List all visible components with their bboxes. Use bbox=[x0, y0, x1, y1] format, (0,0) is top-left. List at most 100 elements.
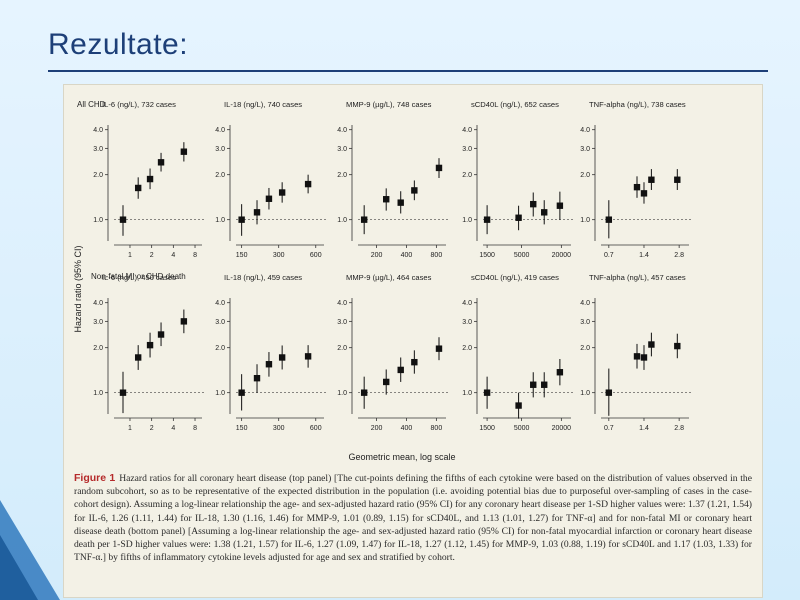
x-tick-label: 1 bbox=[128, 252, 132, 259]
y-tick-label: 3.0 bbox=[215, 146, 225, 153]
x-tick-label: 20000 bbox=[552, 425, 572, 432]
panel-title: sCD40L (ng/L), 652 cases bbox=[471, 100, 559, 109]
caption-label: Figure 1 bbox=[74, 472, 116, 484]
figure-panel: All CHD Non-fatal MI or CHD death Hazard… bbox=[63, 84, 763, 598]
y-tick-label: 2.0 bbox=[580, 172, 590, 179]
corner-decoration bbox=[0, 500, 60, 600]
x-tick-label: 4 bbox=[171, 425, 175, 432]
hr-point bbox=[633, 183, 641, 191]
panel-title: IL-18 (ng/L), 740 cases bbox=[224, 100, 302, 109]
hr-point bbox=[541, 209, 548, 216]
y-tick-label: 2.0 bbox=[580, 345, 590, 352]
hr-point bbox=[605, 216, 613, 223]
hr-point bbox=[146, 341, 154, 349]
hr-point bbox=[515, 402, 522, 409]
figure-caption: Figure 1 Hazard ratios for all coronary h… bbox=[74, 472, 752, 564]
caption-text: Hazard ratios for all coronary heart dis… bbox=[74, 473, 752, 564]
panel-title: TNF-alpha (ng/L), 738 cases bbox=[589, 100, 686, 109]
y-tick-label: 3.0 bbox=[215, 319, 225, 326]
x-tick-label: 1500 bbox=[479, 425, 495, 432]
hr-point bbox=[278, 189, 286, 196]
y-tick-label: 2.0 bbox=[462, 345, 472, 352]
y-tick-label: 1.0 bbox=[93, 217, 103, 224]
x-tick-label: 1.4 bbox=[639, 252, 649, 259]
y-tick-label: 4.0 bbox=[337, 300, 347, 307]
x-tick-label: 0.7 bbox=[604, 425, 614, 432]
hr-point bbox=[435, 164, 443, 172]
y-tick-label: 1.0 bbox=[215, 390, 225, 397]
x-tick-label: 2 bbox=[150, 425, 154, 432]
hr-point bbox=[146, 175, 154, 183]
y-tick-label: 1.0 bbox=[337, 390, 347, 397]
hr-point bbox=[648, 341, 655, 348]
row-label-all-chd: All CHD bbox=[77, 100, 106, 109]
hr-point bbox=[265, 195, 273, 202]
x-tick-label: 2.8 bbox=[674, 425, 684, 432]
hr-point bbox=[134, 354, 142, 361]
hr-point bbox=[515, 214, 522, 221]
panel-title: sCD40L (ng/L), 419 cases bbox=[471, 273, 559, 282]
hr-point bbox=[435, 345, 443, 352]
hr-point bbox=[360, 216, 368, 223]
panel-title: IL-18 (ng/L), 459 cases bbox=[224, 273, 302, 282]
y-tick-label: 1.0 bbox=[215, 217, 225, 224]
y-tick-label: 4.0 bbox=[462, 127, 472, 134]
hr-point bbox=[180, 318, 188, 325]
x-tick-label: 20000 bbox=[552, 252, 572, 259]
panel-0-0: IL-6 (ng/L), 732 cases 1.0 2.0 3.0 4.0 1 2 4 8 bbox=[93, 100, 206, 259]
x-tick-label: 5000 bbox=[514, 252, 530, 259]
hr-point bbox=[157, 331, 165, 338]
y-tick-label: 3.0 bbox=[462, 146, 472, 153]
hr-point bbox=[180, 148, 188, 155]
x-tick-label: 5000 bbox=[514, 425, 530, 432]
panel-0-3: sCD40L (ng/L), 652 cases 1.0 2.0 3.0 4.0 1500… bbox=[462, 100, 575, 259]
y-tick-label: 2.0 bbox=[215, 172, 225, 179]
panel-title: MMP-9 (µg/L), 748 cases bbox=[346, 100, 432, 109]
x-tick-label: 200 bbox=[371, 252, 383, 259]
x-tick-label: 800 bbox=[431, 425, 443, 432]
hr-point bbox=[411, 187, 418, 194]
hr-point bbox=[134, 184, 142, 192]
hazard-ratio-figure: All CHD Non-fatal MI or CHD death Hazard… bbox=[73, 100, 693, 462]
hr-point bbox=[397, 199, 404, 206]
y-tick-label: 4.0 bbox=[580, 127, 590, 134]
hr-point bbox=[633, 353, 641, 360]
hr-point bbox=[304, 180, 312, 188]
panel-title: TNF-alpha (ng/L), 457 cases bbox=[589, 273, 686, 282]
panel-1-3: sCD40L (ng/L), 419 cases 1.0 2.0 3.0 4.0 1500… bbox=[462, 273, 575, 432]
y-tick-label: 1.0 bbox=[580, 390, 590, 397]
hr-point bbox=[238, 389, 245, 396]
panel-title: IL-6 (ng/L), 732 cases bbox=[102, 100, 176, 109]
hr-point bbox=[253, 209, 261, 216]
hr-point bbox=[648, 176, 655, 183]
y-tick-label: 1.0 bbox=[93, 390, 103, 397]
title-underline bbox=[48, 70, 768, 72]
y-tick-label: 3.0 bbox=[462, 319, 472, 326]
x-axis-title: Geometric mean, log scale bbox=[348, 452, 455, 462]
y-tick-label: 4.0 bbox=[215, 127, 225, 134]
hr-point bbox=[530, 381, 537, 388]
x-tick-label: 2.8 bbox=[674, 252, 684, 259]
hr-point bbox=[383, 196, 390, 203]
x-tick-label: 800 bbox=[431, 252, 443, 259]
hr-point bbox=[530, 200, 537, 208]
panel-0-4: TNF-alpha (ng/L), 738 cases 1.0 2.0 3.0 4.0 0… bbox=[580, 100, 693, 259]
y-tick-label: 3.0 bbox=[93, 146, 103, 153]
hr-point bbox=[304, 353, 312, 360]
y-tick-label: 1.0 bbox=[580, 217, 590, 224]
x-tick-label: 8 bbox=[193, 252, 197, 259]
hr-point bbox=[640, 190, 648, 197]
y-tick-label: 2.0 bbox=[337, 345, 347, 352]
panel-1-1: IL-18 (ng/L), 459 cases 1.0 2.0 3.0 4.0 150 30… bbox=[215, 273, 328, 432]
y-tick-label: 1.0 bbox=[462, 217, 472, 224]
hr-point bbox=[605, 389, 613, 396]
hr-point bbox=[556, 202, 564, 209]
hr-point bbox=[411, 358, 418, 366]
hr-point bbox=[674, 176, 681, 183]
y-tick-label: 3.0 bbox=[337, 146, 347, 153]
panel-1-4: TNF-alpha (ng/L), 457 cases 1.0 2.0 3.0 4.0 0… bbox=[580, 273, 693, 432]
hr-point bbox=[278, 354, 286, 361]
y-tick-label: 2.0 bbox=[337, 172, 347, 179]
slide-title: Rezultate: bbox=[48, 28, 189, 61]
hr-point bbox=[119, 389, 127, 396]
